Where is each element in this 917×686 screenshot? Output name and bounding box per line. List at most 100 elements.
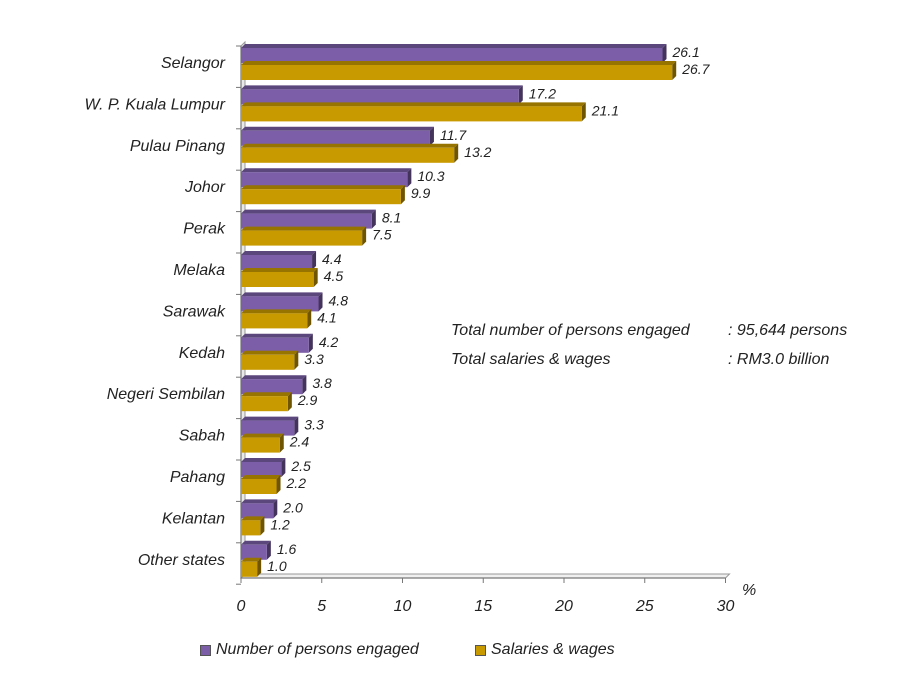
bar-side-face xyxy=(581,102,586,122)
legend-item-salaries: Salaries & wages xyxy=(475,641,615,659)
bar-salaries xyxy=(241,479,277,494)
legend-swatch-salaries xyxy=(475,644,486,656)
bar-persons xyxy=(241,48,663,63)
data-label-persons: 4.2 xyxy=(319,334,339,350)
bar-top-face xyxy=(241,85,523,90)
legend-item-persons: Number of persons engaged xyxy=(200,641,419,659)
legend-swatch-persons xyxy=(200,644,211,656)
category-label: Kedah xyxy=(179,345,225,362)
data-label-salaries: 7.5 xyxy=(372,227,392,243)
data-label-salaries: 21.1 xyxy=(591,102,619,118)
data-label-persons: 11.7 xyxy=(440,127,467,143)
bar-top-face xyxy=(241,126,434,131)
total-persons-label: Total number of persons engaged xyxy=(451,322,690,339)
bar-salaries xyxy=(241,396,288,412)
bar-top-face xyxy=(241,226,367,231)
bar-side-face xyxy=(307,309,312,329)
legend-label-persons: Number of persons engaged xyxy=(216,641,419,658)
total-persons-value: : 95,644 persons xyxy=(728,322,848,339)
bar-side-face xyxy=(518,85,523,105)
bar-top-face xyxy=(241,475,281,479)
bar-persons xyxy=(241,213,372,229)
bar-side-face xyxy=(407,168,412,188)
category-label: Pahang xyxy=(170,469,225,486)
bar-top-face xyxy=(241,416,299,421)
x-tick-label: 0 xyxy=(237,598,246,615)
bar-top-face xyxy=(241,185,405,190)
data-label-salaries: 4.5 xyxy=(324,268,344,284)
total-salaries-value: : RM3.0 billion xyxy=(728,351,830,368)
bar-side-face xyxy=(287,392,292,412)
bar-salaries xyxy=(241,561,258,577)
data-label-persons: 4.4 xyxy=(322,251,342,267)
bar-persons xyxy=(241,255,313,270)
bar-top-face xyxy=(241,44,667,48)
category-label: Melaka xyxy=(173,262,225,279)
bar-side-face xyxy=(318,292,323,312)
category-label: Johor xyxy=(184,179,226,196)
bar-side-face xyxy=(662,44,667,63)
bar-side-face xyxy=(302,375,307,395)
bar-top-face xyxy=(241,458,286,462)
data-label-persons: 26.1 xyxy=(672,44,700,60)
bar-top-face xyxy=(241,309,312,314)
bar-side-face xyxy=(266,540,271,560)
x-tick-label: 10 xyxy=(394,598,412,615)
bar-side-face xyxy=(672,61,677,80)
x-unit-label: % xyxy=(742,582,756,599)
bar-top-face xyxy=(241,375,307,380)
bar-persons xyxy=(241,379,303,395)
category-label: Sabah xyxy=(179,428,225,445)
category-label: Pulau Pinang xyxy=(130,138,225,155)
data-label-salaries: 2.9 xyxy=(297,392,318,408)
bar-top-face xyxy=(241,268,318,272)
data-label-persons: 8.1 xyxy=(382,210,401,226)
x-tick-label: 15 xyxy=(474,598,492,615)
bar-top-face xyxy=(241,333,313,338)
bar-top-face xyxy=(241,61,677,65)
bar-top-face xyxy=(241,392,292,397)
data-label-salaries: 2.2 xyxy=(286,475,307,491)
bar-top-face xyxy=(241,168,412,173)
bar-top-face xyxy=(241,143,459,148)
bar-side-face xyxy=(260,516,265,536)
bar-persons xyxy=(241,130,430,146)
bar-top-face xyxy=(241,292,323,297)
bar-top-face xyxy=(241,557,262,562)
bar-salaries xyxy=(241,437,280,453)
data-label-persons: 3.3 xyxy=(304,417,324,433)
data-label-persons: 17.2 xyxy=(529,85,556,101)
bar-persons xyxy=(241,172,408,188)
x-tick-label: 30 xyxy=(717,598,735,615)
bar-salaries xyxy=(241,147,455,163)
bar-side-face xyxy=(281,458,286,477)
category-label: Perak xyxy=(183,221,226,238)
x-tick-label: 25 xyxy=(635,598,654,615)
category-label: Sarawak xyxy=(163,303,226,320)
data-label-salaries: 26.7 xyxy=(681,61,710,77)
data-label-persons: 2.0 xyxy=(282,499,303,515)
bar-persons xyxy=(241,89,519,105)
bar-top-face xyxy=(241,540,271,545)
bar-side-face xyxy=(400,185,405,205)
legend-label-salaries: Salaries & wages xyxy=(491,641,615,658)
data-label-salaries: 3.3 xyxy=(304,351,324,367)
bar-side-face xyxy=(294,416,299,436)
data-label-persons: 2.5 xyxy=(290,458,311,474)
category-label: Selangor xyxy=(161,55,226,72)
bar-side-face xyxy=(294,350,299,370)
data-label-salaries: 2.4 xyxy=(289,434,310,450)
bar-top-face xyxy=(241,209,376,214)
bar-top-face xyxy=(241,102,586,107)
bar-salaries xyxy=(241,272,314,287)
bar-side-face xyxy=(279,433,284,453)
category-label: Negeri Sembilan xyxy=(107,386,225,403)
data-label-salaries: 1.2 xyxy=(270,516,290,532)
total-salaries-label: Total salaries & wages xyxy=(451,351,611,368)
data-label-persons: 3.8 xyxy=(312,375,332,391)
bar-top-face xyxy=(241,251,317,255)
category-label: Other states xyxy=(138,552,225,569)
data-label-persons: 4.8 xyxy=(329,292,349,308)
data-label-persons: 1.6 xyxy=(277,541,297,557)
